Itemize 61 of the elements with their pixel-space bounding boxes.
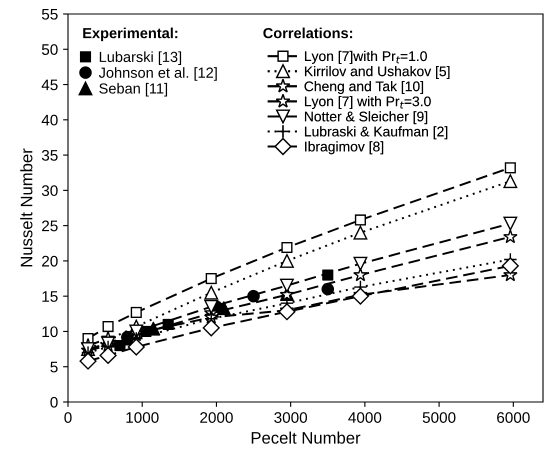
point xyxy=(206,272,217,284)
point xyxy=(79,352,97,370)
legend-label: Lyon [7]with Pr$_{t}$=1.0 xyxy=(304,50,427,64)
point xyxy=(204,286,218,300)
y-tick-label: 25 xyxy=(42,220,58,232)
legend-label: Notter & Sleicher [9] xyxy=(304,111,428,124)
y-tick-label: 0 xyxy=(50,396,58,408)
y-tick-label: 10 xyxy=(42,326,58,338)
point xyxy=(247,290,260,302)
point xyxy=(503,229,518,244)
point xyxy=(278,303,296,320)
legend-label: Ibragimov [8] xyxy=(305,141,384,154)
point xyxy=(128,338,145,356)
point xyxy=(162,318,174,330)
y-tick-label: 40 xyxy=(42,114,58,126)
y-tick-label: 55 xyxy=(42,9,58,20)
y-tick-label: 20 xyxy=(42,256,58,267)
point xyxy=(352,288,369,305)
point xyxy=(130,306,142,318)
point xyxy=(354,214,366,226)
point xyxy=(502,257,519,274)
point xyxy=(280,254,294,268)
point xyxy=(322,269,334,281)
legend-label: Lyon [7] with Pr$_{t}$=3.0 xyxy=(304,96,431,110)
point xyxy=(504,162,516,174)
point xyxy=(503,216,518,230)
point xyxy=(204,300,218,314)
x-tick-label: 2000 xyxy=(200,412,233,423)
x-tick-label: 3000 xyxy=(274,412,308,423)
y-tick-label: 50 xyxy=(42,44,58,55)
point xyxy=(353,226,368,240)
point xyxy=(216,301,231,316)
y-tick-label: 35 xyxy=(42,150,58,161)
legend-label: Cheng and Tak [10] xyxy=(304,81,424,94)
legend-label: Lubraski & Kaufman [2] xyxy=(304,126,448,140)
legend-label: Kirrilov and Ushakov [5] xyxy=(304,66,450,79)
y-tick-label: 45 xyxy=(42,80,58,90)
y-tick-label: 30 xyxy=(42,185,58,196)
point xyxy=(353,267,368,282)
point xyxy=(100,346,117,364)
legend-label: Seban [11] xyxy=(99,82,168,97)
point xyxy=(102,320,114,332)
x-tick-label: 6000 xyxy=(497,412,530,423)
point xyxy=(503,174,518,188)
legend-label: Lubarski [13] xyxy=(100,51,182,65)
x-tick-label: 5000 xyxy=(422,412,456,423)
annotation: Correlations: xyxy=(263,28,352,38)
y-axis-title: Nusselt Number xyxy=(20,148,32,266)
x-axis-title: Pecelt Number xyxy=(252,432,360,444)
point xyxy=(353,256,368,271)
annotation: Experimental: xyxy=(83,28,178,42)
point xyxy=(322,282,334,296)
y-tick-label: 15 xyxy=(42,291,58,302)
x-tick-label: 4000 xyxy=(348,412,382,423)
point xyxy=(281,242,292,254)
point xyxy=(280,278,294,293)
legend-label: Johnson et al. [12] xyxy=(98,67,217,81)
y-tick-label: 5 xyxy=(50,362,58,372)
x-tick-label: 1000 xyxy=(126,412,159,423)
point xyxy=(202,319,220,336)
x-tick-label: 0 xyxy=(64,412,72,423)
